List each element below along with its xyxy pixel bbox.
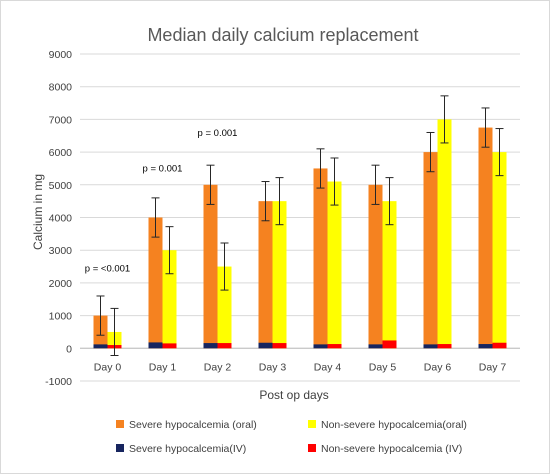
bar-nonsevere-iv <box>162 343 177 349</box>
bar-nonsevere-oral <box>492 152 507 349</box>
bar-severe-oral <box>258 201 273 349</box>
y-tick-label: 9000 <box>49 49 73 61</box>
y-tick-label: 5000 <box>49 180 73 192</box>
y-tick-label: 7000 <box>49 114 73 126</box>
legend-item: Non-severe hypocalcemia(oral) <box>308 419 467 431</box>
x-tick-label: Day 1 <box>149 361 177 373</box>
bar-nonsevere-oral <box>382 201 397 349</box>
p-value-annotation: p = 0.001 <box>143 164 183 175</box>
bar-nonsevere-iv <box>272 343 287 349</box>
y-tick-label: 8000 <box>49 82 73 94</box>
bar-nonsevere-iv <box>217 343 232 349</box>
error-bar <box>110 307 119 356</box>
p-value-annotation: p = <0.001 <box>85 263 130 274</box>
y-tick-label: -1000 <box>45 376 72 388</box>
error-bars <box>96 95 504 356</box>
legend-label: Non-severe hypocalcemia (IV) <box>321 443 462 455</box>
bar-severe-oral <box>148 217 163 349</box>
error-bar <box>206 164 215 205</box>
bar-severe-iv <box>423 344 438 349</box>
error-bar <box>96 295 105 336</box>
legend-item: Severe hypocalcemia (oral) <box>116 419 257 431</box>
error-bar <box>385 177 394 226</box>
x-tick-label: Day 3 <box>259 361 287 373</box>
bar-severe-iv <box>148 342 163 349</box>
x-tick-label: Day 0 <box>94 361 122 373</box>
y-tick-label: 3000 <box>49 245 73 257</box>
gridlines <box>80 53 520 382</box>
bar-severe-oral <box>478 127 493 349</box>
bar-nonsevere-iv <box>382 340 397 349</box>
bar-severe-iv <box>478 344 493 349</box>
error-bar <box>330 157 339 206</box>
x-axis-title: Post op days <box>259 388 328 402</box>
y-tick-label: 2000 <box>49 278 73 290</box>
bar-nonsevere-iv <box>327 344 342 349</box>
bar-severe-iv <box>93 344 108 349</box>
error-bar <box>151 197 160 238</box>
y-tick-label: 0 <box>66 343 72 355</box>
bar-severe-iv <box>368 344 383 349</box>
legend-swatch <box>308 444 316 452</box>
bar-severe-iv <box>313 344 328 349</box>
legend-label: Non-severe hypocalcemia(oral) <box>321 419 467 431</box>
error-bar <box>261 181 270 222</box>
x-axis-ticks: Day 0 Day 1 Day 2 Day 3 Day 4 Day 5 Day 6 Day 7 <box>94 361 507 373</box>
bar-nonsevere-oral <box>162 250 177 349</box>
error-bar <box>426 131 435 173</box>
y-tick-label: 1000 <box>49 311 73 323</box>
x-tick-label: Day 7 <box>479 361 507 373</box>
bar-severe-iv <box>258 342 273 349</box>
x-tick-label: Day 6 <box>424 361 452 373</box>
bar-severe-iv <box>203 343 218 349</box>
error-bar <box>481 107 490 148</box>
x-tick-label: Day 4 <box>314 361 342 373</box>
chart-title: Median daily calcium replacement <box>147 25 418 45</box>
p-value-annotation: p = 0.001 <box>198 128 238 139</box>
y-axis-title: Calcium in mg <box>31 174 45 250</box>
legend-item: Severe hypocalcemia(IV) <box>116 443 246 455</box>
bar-nonsevere-oral <box>272 201 287 349</box>
bar-severe-oral <box>368 184 383 349</box>
annotations: p = <0.001 p = 0.001 p = 0.001 <box>85 128 238 275</box>
x-tick-label: Day 5 <box>369 361 397 373</box>
legend-swatch <box>116 420 124 428</box>
error-bar <box>495 128 504 177</box>
bar-severe-oral <box>203 184 218 349</box>
bar-severe-oral <box>423 152 438 349</box>
y-axis-ticks: -1000 0 1000 2000 3000 4000 5000 6000 7000 8000 90… <box>45 49 72 388</box>
bar-nonsevere-oral <box>437 119 452 349</box>
bar-nonsevere-iv <box>437 344 452 349</box>
legend-swatch <box>116 444 124 452</box>
error-bar <box>165 226 174 275</box>
error-bar <box>316 148 325 189</box>
legend-item: Non-severe hypocalcemia (IV) <box>308 443 462 455</box>
bar-nonsevere-oral <box>327 181 342 349</box>
x-tick-label: Day 2 <box>204 361 232 373</box>
bar-severe-oral <box>313 168 328 349</box>
bar-nonsevere-iv <box>492 342 507 349</box>
bars <box>93 119 507 349</box>
legend-label: Severe hypocalcemia(IV) <box>129 443 246 455</box>
bar-nonsevere-oral <box>217 266 232 349</box>
error-bar <box>371 164 380 205</box>
legend-label: Severe hypocalcemia (oral) <box>129 419 257 431</box>
error-bar <box>220 242 229 291</box>
y-tick-label: 6000 <box>49 147 73 159</box>
legend: Severe hypocalcemia (oral) Non-severe hyp… <box>116 419 467 455</box>
error-bar <box>275 177 284 226</box>
legend-swatch <box>308 420 316 428</box>
error-bar <box>440 95 449 144</box>
y-tick-label: 4000 <box>49 213 73 225</box>
